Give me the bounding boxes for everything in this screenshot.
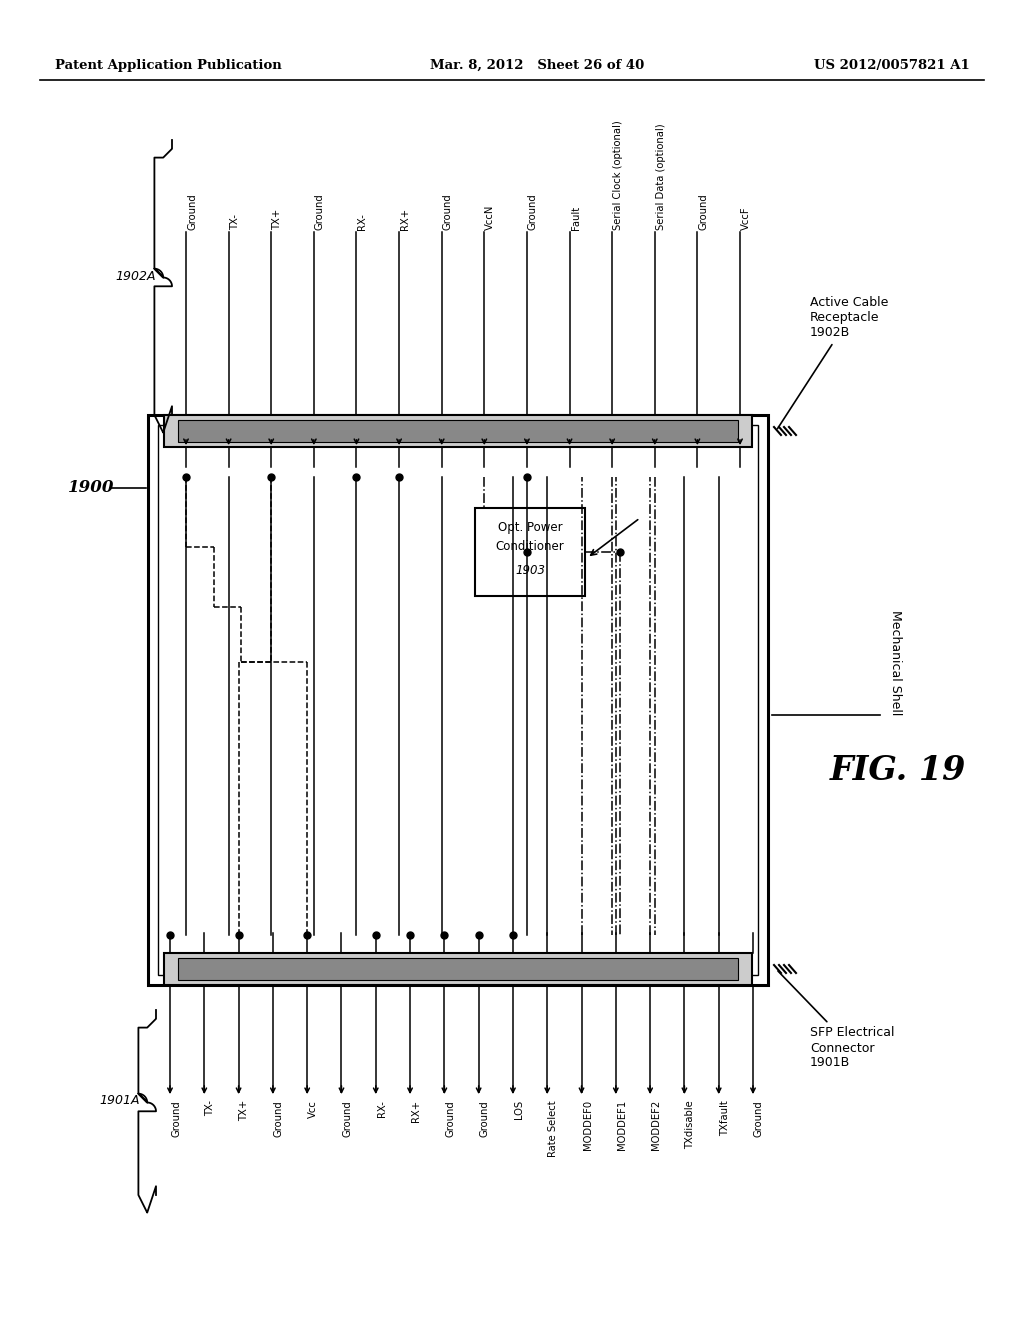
- Text: MODDEF1: MODDEF1: [616, 1100, 627, 1150]
- Text: Ground: Ground: [171, 1100, 181, 1137]
- Text: TX+: TX+: [272, 209, 283, 230]
- Text: Serial Clock (optional): Serial Clock (optional): [613, 120, 624, 230]
- Bar: [178, 958, 738, 979]
- Text: Ground: Ground: [445, 1100, 456, 1137]
- Text: Ground: Ground: [314, 193, 325, 230]
- Text: VccN: VccN: [485, 205, 496, 230]
- Text: Mar. 8, 2012   Sheet 26 of 40: Mar. 8, 2012 Sheet 26 of 40: [430, 58, 644, 71]
- Text: TX-: TX-: [229, 214, 240, 230]
- Text: Ground: Ground: [754, 1100, 764, 1137]
- Bar: [475, 508, 585, 597]
- Text: TX-: TX-: [205, 1100, 215, 1115]
- Text: Ground: Ground: [442, 193, 453, 230]
- Text: Vcc: Vcc: [308, 1100, 318, 1118]
- Text: Ground: Ground: [479, 1100, 489, 1137]
- Bar: [164, 414, 752, 447]
- Text: Active Cable
Receptacle
1902B: Active Cable Receptacle 1902B: [777, 297, 889, 429]
- Text: 1903: 1903: [515, 564, 545, 577]
- Text: RX+: RX+: [400, 207, 410, 230]
- Bar: [178, 420, 738, 442]
- Text: Ground: Ground: [698, 193, 709, 230]
- Text: MODDEF0: MODDEF0: [583, 1100, 593, 1150]
- Text: US 2012/0057821 A1: US 2012/0057821 A1: [814, 58, 970, 71]
- Text: 1900: 1900: [68, 479, 115, 496]
- Text: RX+: RX+: [411, 1100, 421, 1122]
- Text: Fault: Fault: [570, 206, 581, 230]
- Text: Ground: Ground: [187, 193, 197, 230]
- Text: Mechanical Shell: Mechanical Shell: [889, 610, 901, 715]
- Text: RX-: RX-: [357, 213, 368, 230]
- Text: 1902A: 1902A: [116, 271, 156, 284]
- Text: SFP Electrical
Connector
1901B: SFP Electrical Connector 1901B: [778, 972, 895, 1069]
- Text: TX+: TX+: [240, 1100, 250, 1121]
- Bar: [158, 425, 758, 975]
- Text: TXdisable: TXdisable: [685, 1100, 695, 1148]
- Text: Opt. Power: Opt. Power: [498, 521, 562, 535]
- Bar: [164, 953, 752, 985]
- Text: LOS: LOS: [514, 1100, 524, 1119]
- Text: Rate Select: Rate Select: [548, 1100, 558, 1156]
- Text: FIG. 19: FIG. 19: [830, 754, 967, 787]
- Text: Ground: Ground: [273, 1100, 284, 1137]
- Text: RX-: RX-: [377, 1100, 387, 1117]
- Text: Conditioner: Conditioner: [496, 540, 564, 553]
- Text: Serial Data (optional): Serial Data (optional): [655, 123, 666, 230]
- Text: TXfault: TXfault: [720, 1100, 730, 1135]
- Text: MODDEF2: MODDEF2: [651, 1100, 662, 1150]
- Text: 1901A: 1901A: [99, 1093, 140, 1106]
- Text: Patent Application Publication: Patent Application Publication: [55, 58, 282, 71]
- Text: Ground: Ground: [342, 1100, 352, 1137]
- Text: Ground: Ground: [528, 193, 538, 230]
- Bar: [148, 414, 768, 985]
- Text: VccF: VccF: [741, 206, 751, 230]
